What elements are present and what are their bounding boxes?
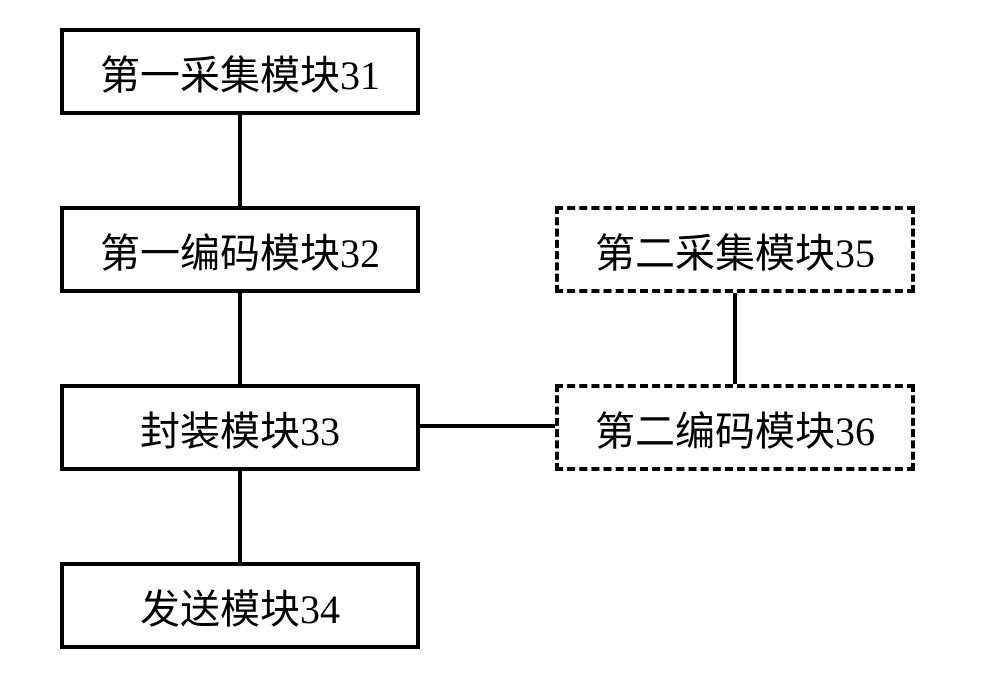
node-label: 第二编码模块36 (595, 399, 875, 457)
node-label: 第一编码模块32 (100, 221, 380, 279)
node-label: 封装模块33 (140, 399, 340, 457)
node-n33: 封装模块33 (60, 384, 420, 471)
edge-n32-n33 (238, 293, 242, 384)
node-n31: 第一采集模块31 (60, 28, 420, 115)
edge-n35-n36 (733, 293, 737, 384)
node-n32: 第一编码模块32 (60, 206, 420, 293)
node-label: 第一采集模块31 (100, 43, 380, 101)
node-label: 发送模块34 (140, 577, 340, 635)
edge-n33-n34 (238, 471, 242, 562)
node-n36: 第二编码模块36 (555, 384, 915, 471)
diagram-container: 第一采集模块31 第一编码模块32 封装模块33 发送模块34 第二采集模块35… (0, 0, 1000, 697)
node-n35: 第二采集模块35 (555, 206, 915, 293)
node-label: 第二采集模块35 (595, 221, 875, 279)
edge-n31-n32 (238, 115, 242, 206)
node-n34: 发送模块34 (60, 562, 420, 649)
edge-n33-n36 (420, 424, 555, 428)
